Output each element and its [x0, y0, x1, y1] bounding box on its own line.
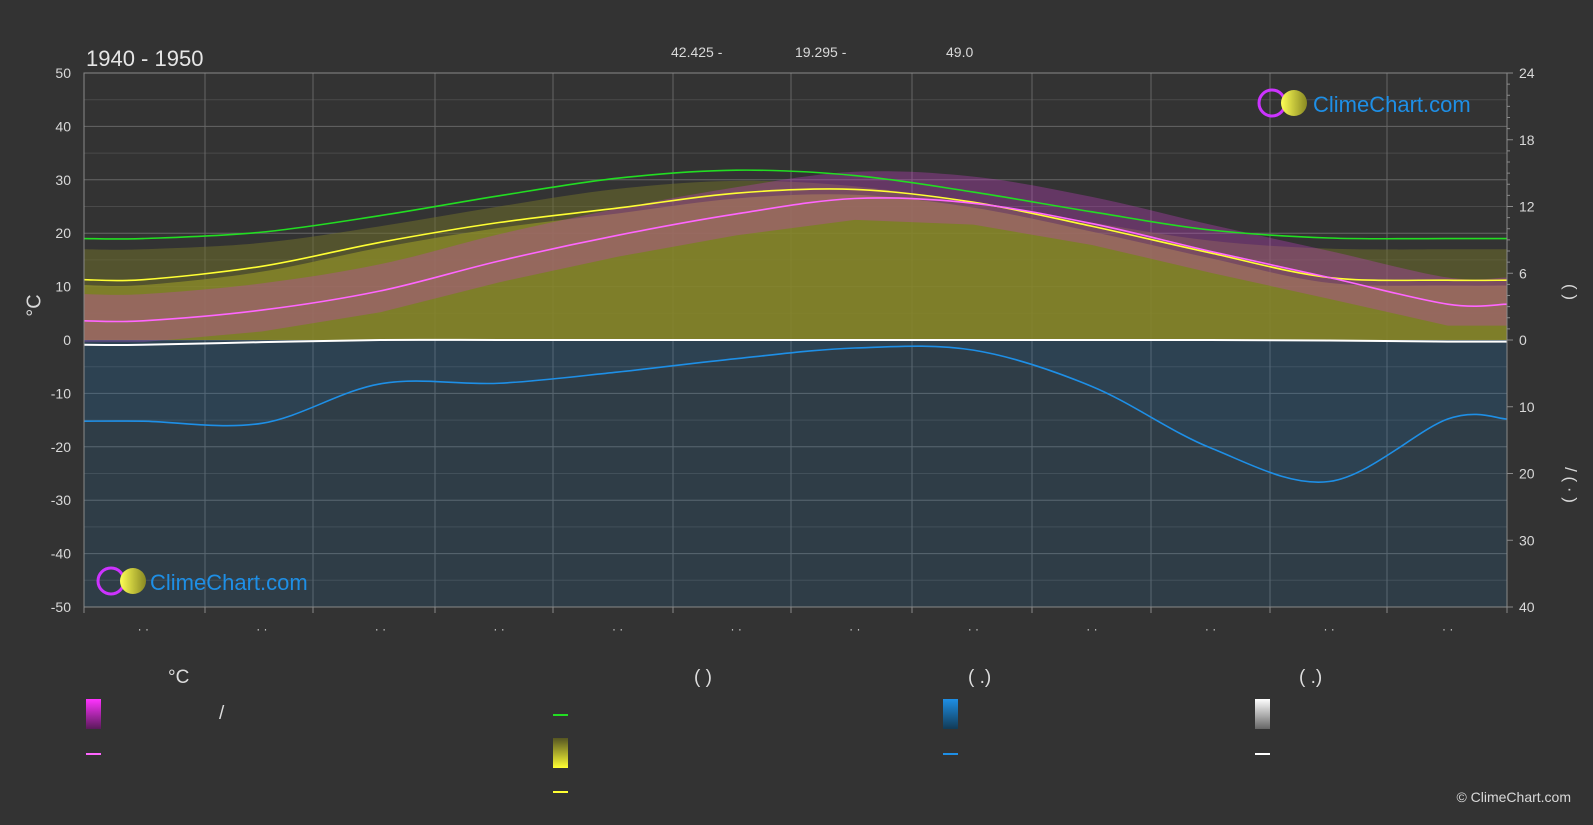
- temp-range-area: [84, 171, 1507, 343]
- y-right-bottom-tick-label: 10: [1519, 399, 1535, 415]
- y-left-tick-label: -40: [51, 546, 71, 562]
- series-line-rain: [83, 345, 1508, 483]
- y-right-top-tick-label: 6: [1519, 265, 1527, 281]
- x-tick-label: · ·: [849, 622, 860, 636]
- series-line-temp-mean: [83, 197, 1508, 323]
- longitude-value: 19.295 -: [795, 44, 847, 60]
- axes: 50 40 30 20 10 0 -10 -20 -30 -40 -50 24 18 12 6 0 10 20 30…: [51, 65, 1535, 636]
- legend-temp-range-swatch: [86, 699, 101, 729]
- y-left-tick-label: 30: [55, 172, 71, 188]
- x-tick-label: · ·: [731, 622, 742, 636]
- y-left-tick-label: 0: [63, 332, 71, 348]
- period-title: 1940 - 1950: [86, 46, 204, 71]
- y-right-bottom-tick-label: 40: [1519, 599, 1535, 615]
- latitude-value: 42.425 -: [671, 44, 723, 60]
- logo-top: ClimeChart.com: [1257, 88, 1471, 118]
- plot-frame: [83, 72, 1508, 608]
- y-left-tick-label: -20: [51, 439, 71, 455]
- series-line-snow: [83, 338, 1508, 347]
- y-right-bottom-tick-label: 20: [1519, 466, 1535, 482]
- x-tick-label: · ·: [968, 622, 979, 636]
- x-tick-label: · ·: [1205, 622, 1216, 636]
- x-tick-label: · ·: [375, 622, 386, 636]
- legend-sunshine-swatch: [553, 738, 568, 768]
- y-left-tick-label: -50: [51, 599, 71, 615]
- y-left-tick-label: 10: [55, 279, 71, 295]
- rain-mean-area: [84, 340, 1507, 483]
- x-tick-label: · ·: [493, 622, 504, 636]
- right-axis-bottom-label: / ( · ): [1561, 467, 1580, 503]
- legend-heading-snow: ( .): [1299, 667, 1323, 688]
- y-right-top-tick-label: 24: [1519, 65, 1535, 81]
- x-tick-label: · ·: [1323, 622, 1334, 636]
- y-left-tick-label: -10: [51, 385, 71, 401]
- logo-text: ClimeChart.com: [150, 570, 308, 595]
- x-tick-label: · ·: [612, 622, 623, 636]
- series-line-daylight: [83, 169, 1508, 240]
- series-lines: [83, 169, 1508, 483]
- legend-slash: /: [219, 703, 225, 724]
- area-fills: [84, 171, 1507, 607]
- elevation-value: 49.0: [946, 44, 974, 60]
- legend-heading-rain: ( .): [968, 667, 992, 688]
- y-right-top-tick-label: 0: [1519, 332, 1527, 348]
- rain-area: [84, 340, 1507, 607]
- x-tick-label: · ·: [138, 622, 149, 636]
- series-line-sunshine: [83, 188, 1508, 282]
- y-right-bottom-tick-label: 30: [1519, 532, 1535, 548]
- sunshine-area: [84, 194, 1507, 340]
- x-tick-label: · ·: [1442, 622, 1453, 636]
- legend-heading-sunshine: ( ): [694, 667, 712, 688]
- left-axis-label: °C: [23, 294, 46, 317]
- copyright: © ClimeChart.com: [1456, 789, 1571, 805]
- logo-text: ClimeChart.com: [1313, 92, 1471, 117]
- y-left-tick-label: 40: [55, 118, 71, 134]
- legend-rain-swatch: [943, 699, 958, 729]
- logo-bottom: ClimeChart.com: [96, 566, 308, 596]
- x-tick-label: · ·: [256, 622, 267, 636]
- right-axis-top-label: ( ): [1561, 284, 1580, 300]
- logo-sun-icon: [1281, 90, 1307, 116]
- y-right-top-tick-label: 18: [1519, 132, 1535, 148]
- y-left-tick-label: 20: [55, 225, 71, 241]
- legend-snow-swatch: [1255, 699, 1270, 729]
- x-tick-label: · ·: [1086, 622, 1097, 636]
- y-left-tick-label: 50: [55, 65, 71, 81]
- legend-heading-temperature: °C: [168, 667, 190, 688]
- y-right-top-tick-label: 12: [1519, 199, 1535, 215]
- y-left-tick-label: -30: [51, 492, 71, 508]
- logo-sun-icon: [120, 568, 146, 594]
